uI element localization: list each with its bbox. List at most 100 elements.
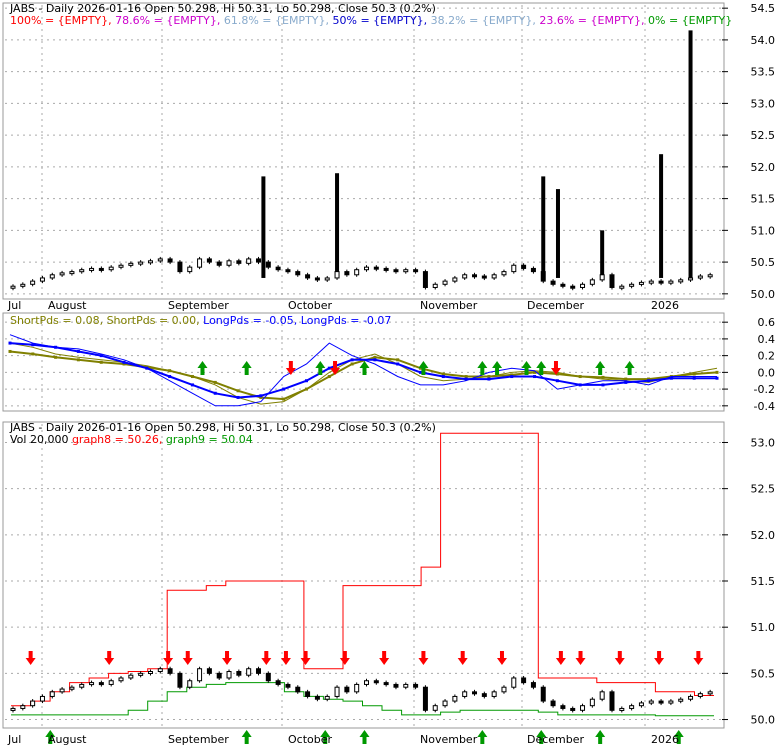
candle-body [79,269,85,273]
candle-body [609,274,615,288]
legend-entry: graph9 = 50.04 [162,433,252,446]
candle-body [491,274,497,279]
candle-body [206,258,212,263]
candle-body [354,269,360,276]
fib-legend: 100% = {EMPTY}, 78.6% = {EMPTY}, 61.8% =… [10,14,732,27]
long-pds-slow-line-marker [510,375,514,379]
short-pds-slow-line-marker [8,349,12,353]
candle-body [314,695,320,700]
candle-body [118,264,124,268]
legend-entry: 100% = {EMPTY}, [10,14,112,27]
buy-arrow [536,361,547,375]
candle-body [599,274,605,281]
candle-body [20,705,26,709]
x-tick-label: December [527,733,585,745]
candle-body [157,258,163,262]
y-tick-label: 52.0 [751,161,776,174]
buy-arrow [315,361,326,375]
long-pds-slow-line-marker [213,391,217,395]
candle-body [530,682,536,688]
volume-spike-bar [600,230,605,278]
short-pds-slow-line-marker [122,362,126,366]
long-pds-slow-line-marker [555,379,559,383]
y-tick-label: 53.0 [751,97,776,110]
candle-body [668,700,674,704]
legend-entry: LongPds = -0.05, [200,314,298,327]
long-pds-slow-line-marker [533,375,537,379]
buy-arrow [320,730,331,744]
price-fib-panel: 50.0 50.5 51.0 51.5 52.0 52.5 53.0 53.5 54.0 54.5… [2,2,776,312]
x-tick-label: 2026 [651,733,679,745]
legend-entry: LongPds = -0.07 [297,314,391,327]
short-pds-slow-line-marker [487,375,491,379]
x-tick-label: September [168,299,229,312]
candle-body [39,277,45,282]
candle-body [560,283,566,287]
candle-body [324,695,330,700]
short-pds-slow-line-marker [419,366,423,370]
y-tick-label: 0.4 [758,333,776,346]
candle-body [364,266,369,271]
sell-arrow [25,651,36,665]
candle-body [246,668,252,676]
candle-body [629,705,635,709]
envelope-panel-grid [5,424,722,726]
short-pds-slow-line-marker [99,360,103,364]
volume-spike-bar [335,173,340,278]
short-pds-slow-line-marker [350,362,354,366]
long-pds-slow-line-marker [487,377,491,381]
candle-body [147,671,153,675]
candle-body [462,691,468,697]
candle-body [481,275,487,279]
y-tick-label: 50.0 [751,714,776,727]
candle-body [187,266,193,273]
short-pds-slow-line-marker [624,377,628,381]
candle-body [177,672,183,688]
x-tick-label: Jul [7,733,21,745]
x-tick-label: Jul [7,299,21,312]
x-tick-label: September [168,733,229,745]
long-pds-slow-line-marker [122,360,126,364]
candle-body [442,700,448,707]
short-pds-slow-line-marker [464,375,468,379]
sell-arrow [300,651,311,665]
y-tick-label: 50.5 [751,256,776,269]
candle-body [530,267,536,273]
sell-arrow [550,361,561,375]
y-tick-label: 50.5 [751,667,776,680]
candle-body [216,261,222,266]
buy-arrow [45,730,56,744]
x-tick-label: October [288,733,332,745]
y-tick-label: 51.0 [751,621,776,634]
y-tick-label: 52.5 [751,483,776,496]
legend-entry: ShortPds = 0.08, [10,314,103,327]
candle-body [314,277,320,281]
short-pds-slow-line-marker [510,373,514,377]
long-pds-slow-line-marker [54,345,58,349]
candle-body [570,707,576,711]
candle-body [452,277,458,282]
sell-arrow [614,651,625,665]
sell-arrow [280,651,291,665]
candle-body [580,283,586,288]
long-pds-slow-line-marker [647,379,651,383]
candle-body [265,261,271,268]
long-pds-slow-line-marker [669,376,673,380]
price-panel-grid [5,5,722,297]
short-pds-slow-line-marker [54,355,58,359]
candle-body [393,269,399,273]
candle-body [324,277,330,281]
candle-body [236,671,242,676]
y-tick-label: 51.0 [751,224,776,237]
volume-spike-bar [261,176,266,278]
long-pds-slow-line-marker [99,354,103,358]
candle-body [403,683,409,688]
short-pds-slow-line-marker [533,370,537,374]
candle-body [128,674,134,679]
candle-body [344,686,350,693]
candle-body [648,700,654,704]
candle-body [157,668,163,673]
candle-body [638,281,644,285]
candle-body [30,700,36,707]
long-pds-slow-line-marker [692,376,696,380]
